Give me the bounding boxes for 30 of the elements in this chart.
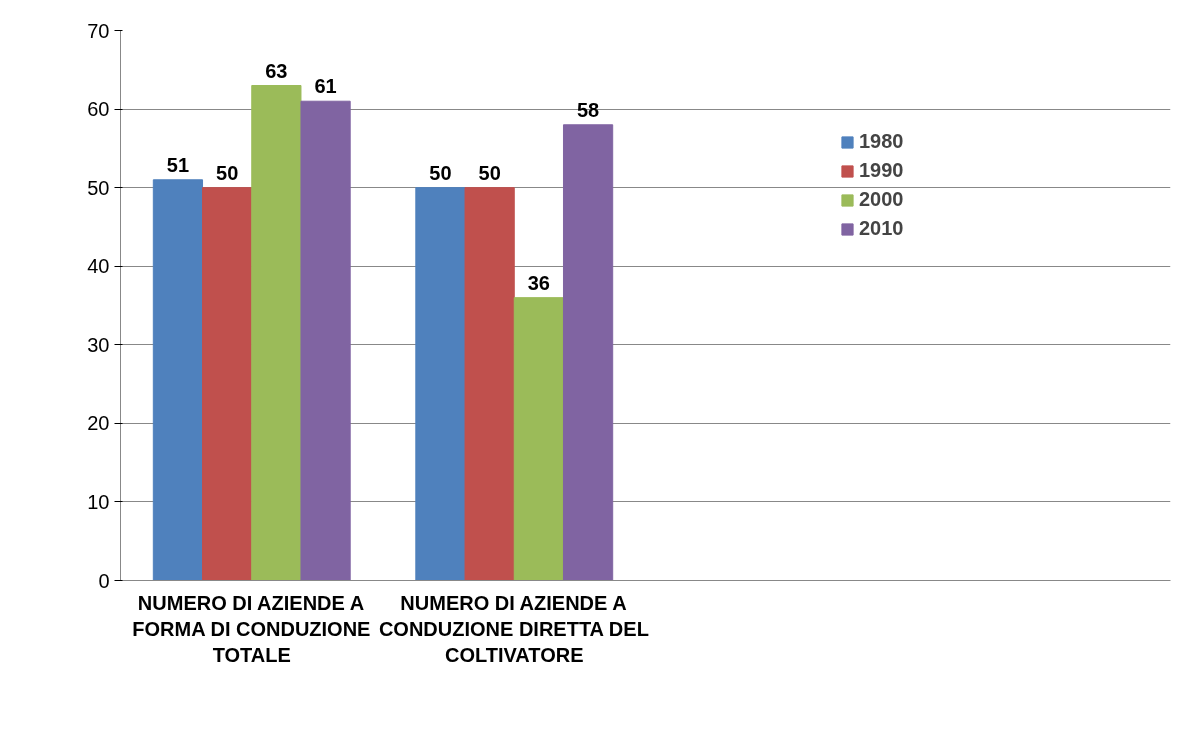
y-tick-label: 50 (87, 176, 110, 199)
legend-label: 1990 (859, 159, 904, 182)
data-label: 61 (314, 75, 337, 98)
data-label: 36 (527, 271, 550, 294)
bar (202, 187, 253, 581)
bar (300, 100, 351, 581)
bar (513, 297, 564, 581)
data-label: 51 (166, 153, 190, 176)
bar (464, 187, 515, 581)
bar (562, 124, 614, 581)
y-tick-label: 20 (87, 412, 110, 435)
data-label: 50 (478, 161, 501, 184)
y-tick-label: 70 (87, 19, 110, 42)
y-tick-label: 0 (98, 569, 110, 592)
y-tick-label: 60 (87, 98, 110, 121)
y-tick-label: 30 (87, 333, 110, 356)
data-label: 58 (576, 98, 600, 121)
y-tick-label: 10 (87, 490, 110, 513)
legend-label: 1980 (859, 130, 904, 153)
bar (415, 187, 466, 581)
x-tick-label: NUMERO DI AZIENDE A CONDUZIONE DIRETTA DEL COLTIVATORE (378, 591, 649, 667)
data-label: 50 (429, 161, 452, 184)
data-label: 50 (216, 161, 239, 184)
data-label: 63 (265, 59, 288, 82)
legend-label: 2000 (859, 188, 904, 211)
y-tick-label: 40 (87, 255, 110, 278)
bar (152, 179, 204, 581)
legend-label: 2010 (859, 217, 904, 240)
bar (251, 85, 302, 581)
x-tick-label: NUMERO DI AZIENDE A FORMA DI CONDUZIONE TOTALE (132, 591, 371, 667)
